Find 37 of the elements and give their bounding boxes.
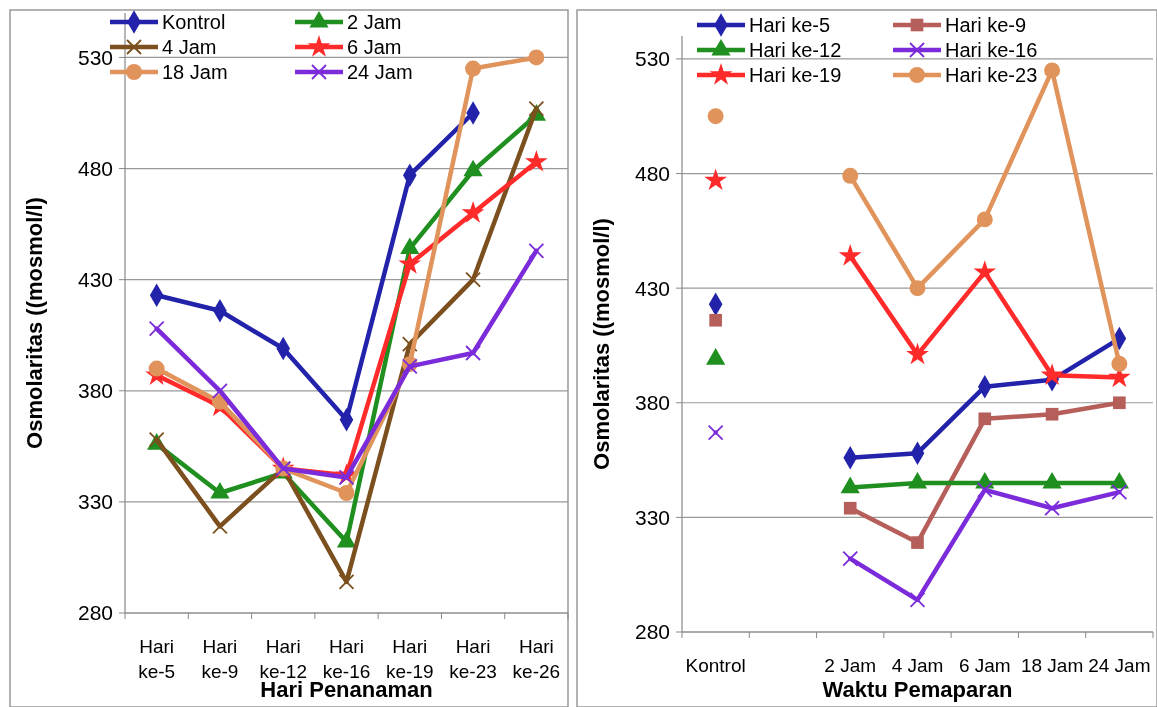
y-tick-label: 430 — [634, 276, 670, 300]
legend-label: Hari ke-9 — [945, 14, 1027, 36]
x-tick-label: Kontrol — [685, 655, 746, 676]
x-tick-label: Hari ke-5 — [138, 636, 176, 682]
legend-label: 2 Jam — [347, 11, 402, 33]
y-tick-label: 280 — [634, 620, 670, 644]
x-tick-label: 2 Jam — [824, 655, 877, 676]
y-tick-label: 330 — [77, 490, 113, 514]
x-tick-label: 18 Jam — [1020, 655, 1084, 676]
x-tick-label: Hari ke-9 — [201, 636, 239, 682]
y-tick-label: 280 — [77, 601, 113, 625]
x-tick-label: 6 Jam — [958, 655, 1011, 676]
legend-label: 24 Jam — [347, 61, 413, 83]
y-tick-label: 380 — [77, 379, 113, 403]
y-tick-label: 530 — [634, 47, 670, 71]
y-tick-label: 330 — [634, 505, 670, 529]
y-axis-title: Osmolaritas ((mosmol/l) — [22, 197, 47, 449]
legend-label: Hari ke-19 — [749, 64, 842, 86]
y-tick-label: 530 — [77, 45, 113, 69]
legend-label: Hari ke-23 — [945, 64, 1038, 86]
y-axis-title: Osmolaritas ((mosmol/l) — [589, 218, 614, 470]
y-tick-label: 480 — [634, 161, 670, 185]
legend-label: Hari ke-12 — [749, 39, 842, 61]
legend-label: Kontrol — [162, 11, 226, 33]
legend-label: 6 Jam — [347, 36, 402, 58]
y-tick-label: 480 — [77, 156, 113, 180]
y-tick-label: 380 — [634, 391, 670, 415]
y-tick-label: 430 — [77, 268, 113, 292]
legend-label: Hari ke-5 — [749, 14, 831, 36]
x-tick-label: Hari ke-23 — [449, 636, 497, 682]
x-axis-title: Waktu Pemaparan — [822, 677, 1013, 702]
x-tick-label: Hari ke-26 — [512, 636, 561, 682]
x-tick-label: 24 Jam — [1088, 655, 1151, 676]
legend-label: 4 Jam — [162, 36, 217, 58]
legend-label: Hari ke-16 — [945, 39, 1038, 61]
x-tick-label: 4 Jam — [891, 655, 944, 676]
legend-label: 18 Jam — [162, 61, 228, 83]
